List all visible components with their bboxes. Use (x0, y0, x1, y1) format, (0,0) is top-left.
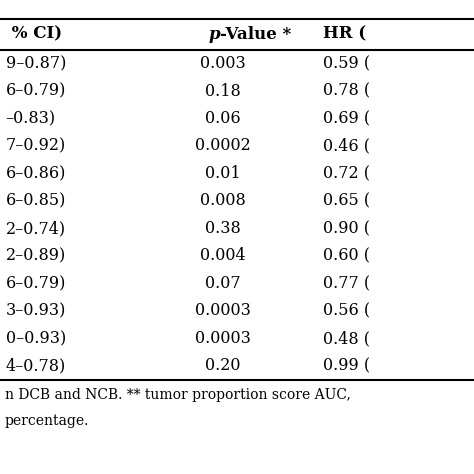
Text: 6–0.85): 6–0.85) (6, 192, 66, 210)
Text: 0.004: 0.004 (200, 247, 246, 264)
Text: 0.48 (: 0.48 ( (323, 330, 370, 347)
Text: 0.003: 0.003 (200, 55, 246, 72)
Text: 0.60 (: 0.60 ( (323, 247, 370, 264)
Text: 0.06: 0.06 (205, 110, 241, 127)
Text: 0.38: 0.38 (205, 220, 241, 237)
Text: 0.18: 0.18 (205, 82, 241, 100)
Text: 0.72 (: 0.72 ( (323, 165, 370, 182)
Text: p: p (209, 26, 220, 43)
Text: 0.59 (: 0.59 ( (323, 55, 370, 72)
Text: 0.0003: 0.0003 (195, 302, 251, 319)
Text: % CI): % CI) (6, 26, 62, 43)
Text: 0.99 (: 0.99 ( (323, 357, 370, 374)
Text: 0–0.93): 0–0.93) (6, 330, 66, 347)
Text: 0.77 (: 0.77 ( (323, 275, 370, 292)
Text: –0.83): –0.83) (6, 110, 56, 127)
Text: n DCB and NCB. ** tumor proportion score AUC,: n DCB and NCB. ** tumor proportion score… (5, 388, 351, 402)
Text: 0.01: 0.01 (205, 165, 241, 182)
Text: 0.65 (: 0.65 ( (323, 192, 370, 210)
Text: 2–0.89): 2–0.89) (6, 247, 66, 264)
Text: -Value *: -Value * (220, 26, 292, 43)
Text: 9–0.87): 9–0.87) (6, 55, 66, 72)
Text: 0.56 (: 0.56 ( (323, 302, 370, 319)
Text: 0.90 (: 0.90 ( (323, 220, 370, 237)
Text: percentage.: percentage. (5, 414, 89, 428)
Text: 0.07: 0.07 (205, 275, 241, 292)
Text: 0.46 (: 0.46 ( (323, 137, 370, 155)
Text: 6–0.79): 6–0.79) (6, 275, 66, 292)
Text: 0.78 (: 0.78 ( (323, 82, 370, 100)
Text: 4–0.78): 4–0.78) (6, 357, 66, 374)
Text: 0.0003: 0.0003 (195, 330, 251, 347)
Text: 7–0.92): 7–0.92) (6, 137, 66, 155)
Text: 0.008: 0.008 (200, 192, 246, 210)
Text: 0.0002: 0.0002 (195, 137, 251, 155)
Text: 0.69 (: 0.69 ( (323, 110, 370, 127)
Text: 6–0.79): 6–0.79) (6, 82, 66, 100)
Text: 6–0.86): 6–0.86) (6, 165, 66, 182)
Text: 2–0.74): 2–0.74) (6, 220, 66, 237)
Text: 3–0.93): 3–0.93) (6, 302, 66, 319)
Text: 0.20: 0.20 (205, 357, 240, 374)
Text: HR (: HR ( (323, 26, 366, 43)
